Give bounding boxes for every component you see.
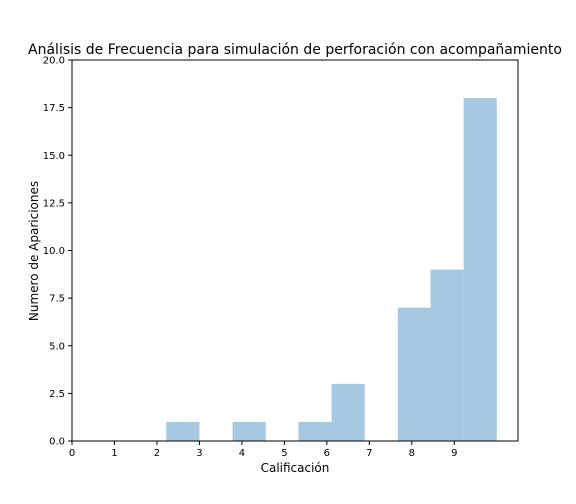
bars-group [166, 98, 497, 441]
histogram-bar-2 [232, 421, 266, 441]
x-tick-label: 3 [196, 448, 202, 459]
y-axis-label: Numero de Apariciones [27, 181, 41, 321]
chart-title: Análisis de Frecuencia para simulación d… [28, 42, 562, 58]
y-tick-label: 10.0 [43, 246, 65, 257]
x-axis-label: Calificación [261, 461, 330, 475]
x-tick-label: 1 [111, 448, 117, 459]
y-tick-label: 2.5 [49, 389, 65, 400]
y-tick-label: 12.5 [43, 198, 65, 209]
histogram-bar-6 [430, 269, 464, 441]
x-tick-label: 0 [69, 448, 75, 459]
x-tick-label: 4 [239, 448, 245, 459]
x-tick-label: 8 [409, 448, 415, 459]
plot-frame [71, 59, 519, 442]
x-tick-label: 6 [324, 448, 330, 459]
y-tick-label: 5.0 [49, 341, 65, 352]
x-tick-label: 7 [366, 448, 372, 459]
y-tick-label: 0.0 [49, 437, 65, 448]
x-tick-label: 2 [154, 448, 160, 459]
histogram-bar-7 [463, 98, 497, 441]
y-axis-ticks: 0.0 2.5 5.0 7.5 10.0 12.5 15.0 17.5 20.0 [43, 56, 72, 448]
histogram-bar-1 [166, 421, 200, 441]
histogram-bar-4 [331, 383, 365, 441]
histogram-bar-3 [298, 421, 332, 441]
x-axis-ticks: 0 1 2 3 4 5 6 7 8 9 [69, 441, 457, 459]
y-tick-label: 20.0 [43, 56, 65, 67]
histogram-bar-5 [397, 307, 431, 441]
y-tick-label: 7.5 [49, 294, 65, 305]
x-tick-label: 9 [451, 448, 457, 459]
x-tick-label: 5 [281, 448, 287, 459]
y-tick-label: 15.0 [43, 151, 65, 162]
y-tick-label: 17.5 [43, 103, 65, 114]
